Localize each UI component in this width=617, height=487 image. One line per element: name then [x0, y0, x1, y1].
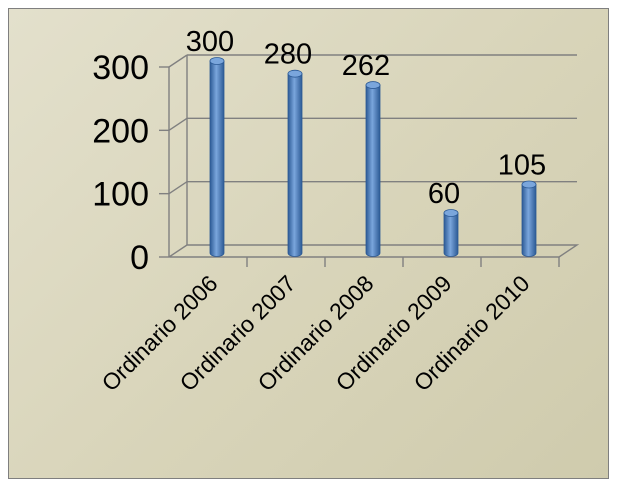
bar-top	[209, 57, 225, 65]
bar-top	[521, 180, 537, 189]
bars	[209, 57, 537, 257]
chart-area: 0 100 200 300 300 280 262 60 105 Ordinario 2006…	[8, 8, 609, 479]
bar	[287, 69, 303, 257]
y-tick-label: 0	[130, 239, 149, 277]
axes	[159, 55, 580, 267]
y-tick-label: 300	[92, 49, 149, 87]
data-label: 105	[498, 150, 546, 182]
y-tick-label: 200	[92, 112, 149, 150]
data-label: 300	[186, 26, 234, 58]
bar	[365, 81, 381, 257]
gridline-depth	[168, 54, 188, 68]
bar-body	[209, 60, 225, 257]
data-label: 60	[428, 178, 460, 210]
bar	[209, 57, 225, 257]
y-axis-tick-labels: 0 100 200 300	[92, 49, 149, 277]
bar-body	[365, 84, 381, 257]
bar-chart: 0 100 200 300 300 280 262 60 105 Ordinario 2006…	[92, 26, 580, 396]
data-label: 262	[342, 50, 390, 82]
bar	[443, 209, 459, 257]
bar	[521, 180, 537, 257]
floor-outline	[168, 244, 580, 258]
bar-top	[443, 209, 459, 217]
gridlines	[168, 54, 577, 195]
data-label: 280	[264, 39, 312, 71]
bar-body	[287, 73, 303, 257]
bar-body	[521, 184, 537, 257]
y-tick-label: 100	[92, 176, 149, 214]
data-labels: 300 280 262 60 105	[186, 26, 546, 210]
bar-top	[287, 69, 303, 78]
gridline-depth	[168, 181, 188, 195]
bar-body	[443, 212, 459, 257]
gridline-depth	[168, 117, 188, 131]
bar-top	[365, 81, 381, 89]
